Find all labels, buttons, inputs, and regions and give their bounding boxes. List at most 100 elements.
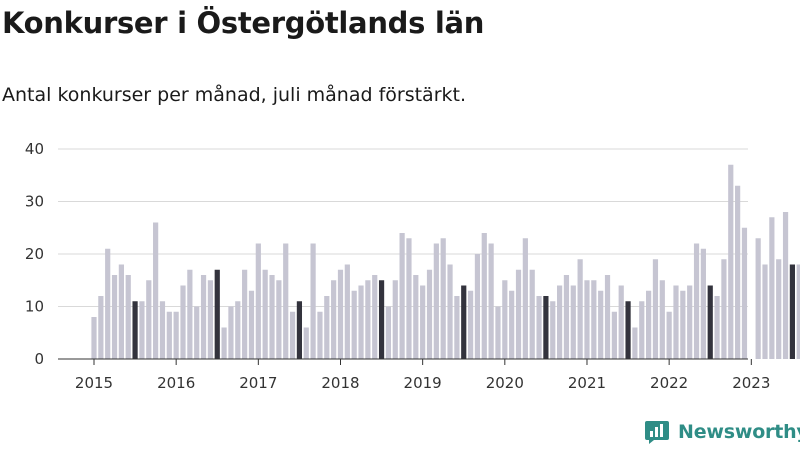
bar [262,269,268,359]
bar [502,280,508,359]
bar [467,290,474,359]
bar [283,243,289,359]
bar [707,285,713,359]
bar [728,164,734,359]
brand-name: Newsworthy [678,421,800,443]
newsworthy-logo-icon [645,421,669,444]
bar [146,280,152,359]
bar [324,296,330,359]
labels: 0 10 20 30 40 2015 2016 2017 2018 2019 2020 2021 202… [25,140,770,392]
bar [543,296,549,359]
bar [118,264,124,359]
bars [91,164,800,359]
bar [344,264,350,359]
bar [385,306,392,359]
chart-subtitle: Antal konkurser per månad, juli månad fö… [2,84,467,106]
bar [611,311,617,359]
bar [693,243,700,359]
bar [762,264,768,359]
bar [735,185,741,359]
bar [399,233,405,359]
bar [591,280,597,359]
bar [337,269,344,359]
bar [406,238,412,359]
bar [522,238,528,359]
bar [159,301,166,359]
bar [782,212,789,359]
bar [454,296,460,359]
bar [796,264,800,359]
bar [358,285,364,359]
bar [331,280,337,359]
bar [310,243,316,359]
x-tick-label: 2021 [568,374,606,392]
bar [776,259,782,359]
bar [481,233,487,359]
x-tick-label: 2016 [157,374,195,392]
bar [289,311,296,359]
bar [296,301,303,359]
bar [372,275,378,359]
x-tick-label: 2020 [486,374,524,392]
bar [680,290,686,359]
bar [269,275,275,359]
bar [378,280,385,359]
bar [166,311,172,359]
bar [714,296,720,359]
bar [214,269,220,359]
bar [461,285,467,359]
bar [433,243,439,359]
bar-chart: 0 10 20 30 40 2015 2016 2017 2018 2019 2020 2021 202… [25,140,800,392]
bar [392,280,398,359]
bar [536,296,542,359]
bar [741,227,748,359]
bar [207,280,213,359]
bar [584,280,590,359]
x-tick-label: 2017 [239,374,277,392]
bar [550,301,556,359]
bar [646,290,652,359]
bar [420,285,426,359]
bar [105,248,111,359]
y-tick-label: 10 [25,298,44,316]
bar [721,259,727,359]
bar [618,285,624,359]
bar [529,269,535,359]
bar [673,285,679,359]
bar [652,259,659,359]
newsworthy-logo: Newsworthy [644,419,800,445]
y-tick-label: 40 [25,140,44,158]
bar [666,311,672,359]
bar [488,243,494,359]
bar [769,217,775,359]
bar [789,264,795,359]
bar [557,285,563,359]
bar [440,238,446,359]
x-axis [58,358,752,365]
y-tick-label: 20 [25,245,44,263]
bar [255,243,261,359]
chart-title: Konkurser i Östergötlands län [2,6,485,40]
y-tick-label: 0 [34,350,44,368]
bar [200,275,207,359]
bar [515,269,522,359]
bar [426,269,433,359]
bar [153,222,159,359]
bar [180,285,186,359]
bar [625,301,631,359]
bar [577,259,583,359]
bar [509,290,515,359]
bar [242,269,248,359]
bar [194,306,200,359]
bar [639,301,645,359]
bar [125,275,131,359]
bar [132,301,138,359]
x-tick-label: 2019 [404,374,442,392]
bar [111,275,118,359]
bar [173,311,179,359]
bar [755,238,761,359]
bar [687,285,693,359]
bar [700,248,706,359]
bar [248,290,255,359]
bar [604,275,611,359]
